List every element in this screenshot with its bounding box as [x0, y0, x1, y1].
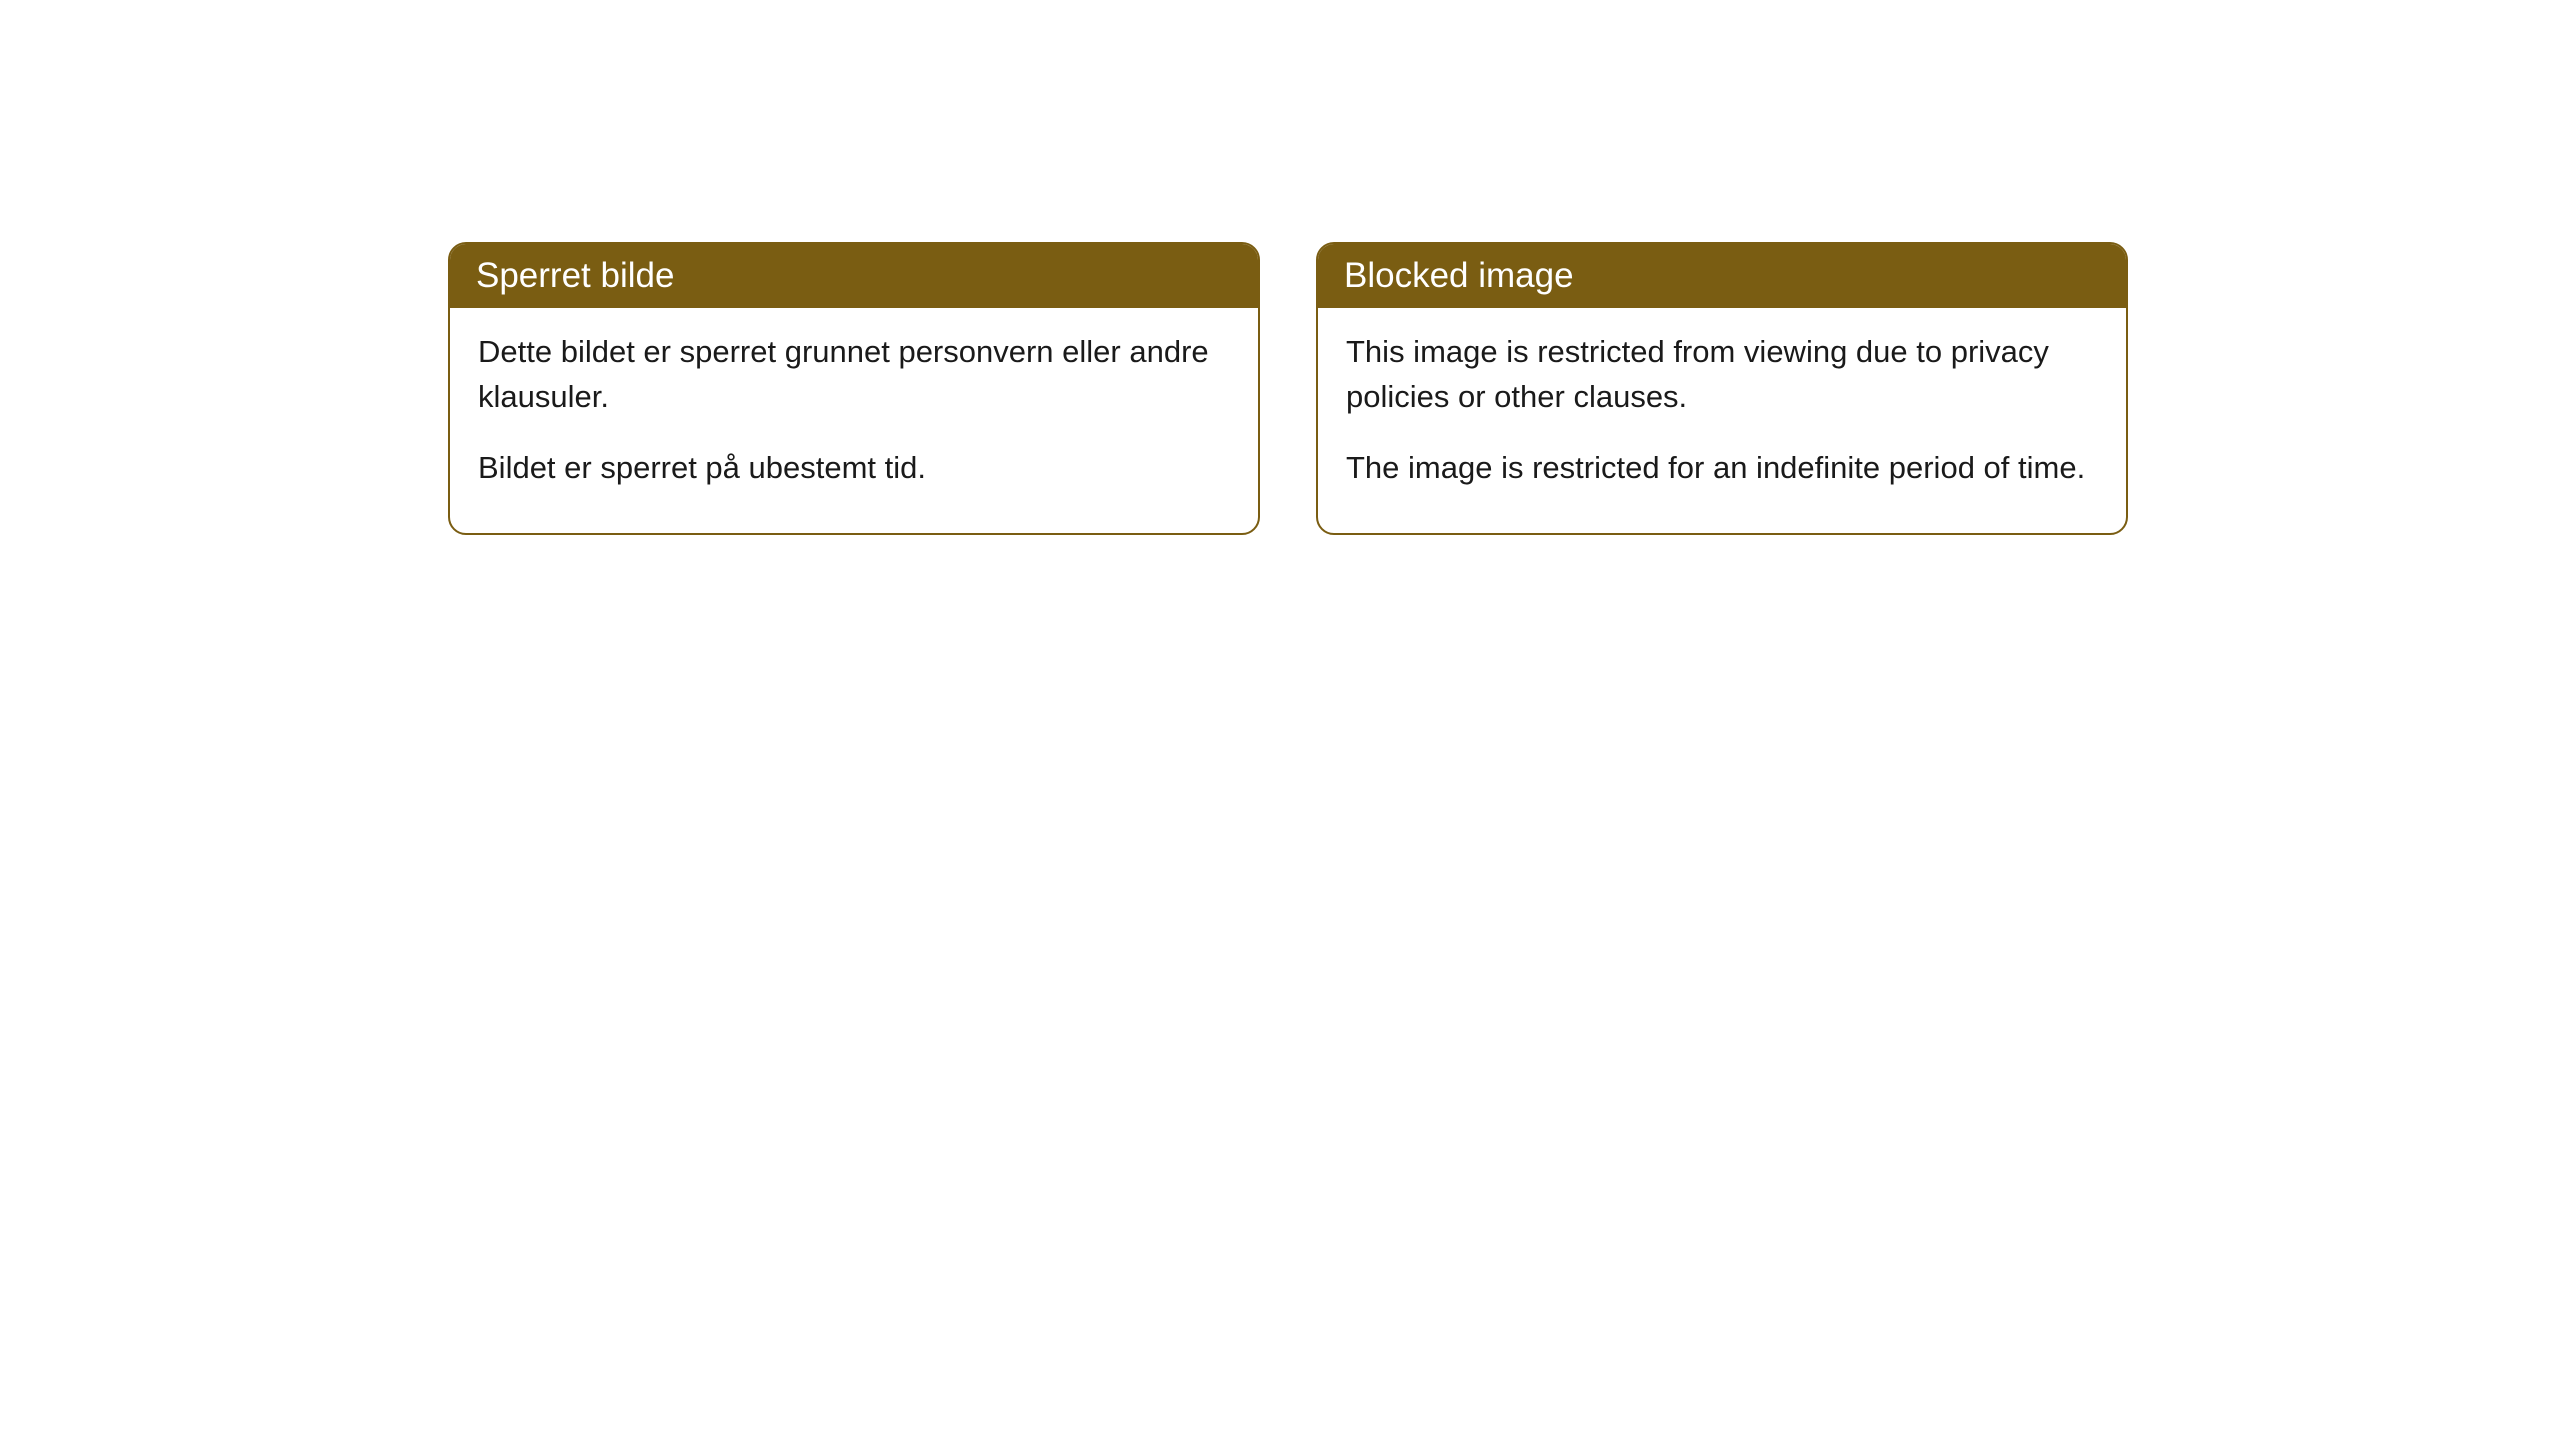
card-header-english: Blocked image	[1318, 244, 2126, 308]
card-body-english: This image is restricted from viewing du…	[1318, 308, 2126, 533]
card-header-norwegian: Sperret bilde	[450, 244, 1258, 308]
blocked-image-card-norwegian: Sperret bilde Dette bildet er sperret gr…	[448, 242, 1260, 535]
card-body-norwegian: Dette bildet er sperret grunnet personve…	[450, 308, 1258, 533]
cards-container: Sperret bilde Dette bildet er sperret gr…	[0, 0, 2560, 535]
card-text-norwegian-2: Bildet er sperret på ubestemt tid.	[478, 446, 1230, 491]
blocked-image-card-english: Blocked image This image is restricted f…	[1316, 242, 2128, 535]
card-text-norwegian-1: Dette bildet er sperret grunnet personve…	[478, 330, 1230, 420]
card-text-english-1: This image is restricted from viewing du…	[1346, 330, 2098, 420]
card-text-english-2: The image is restricted for an indefinit…	[1346, 446, 2098, 491]
